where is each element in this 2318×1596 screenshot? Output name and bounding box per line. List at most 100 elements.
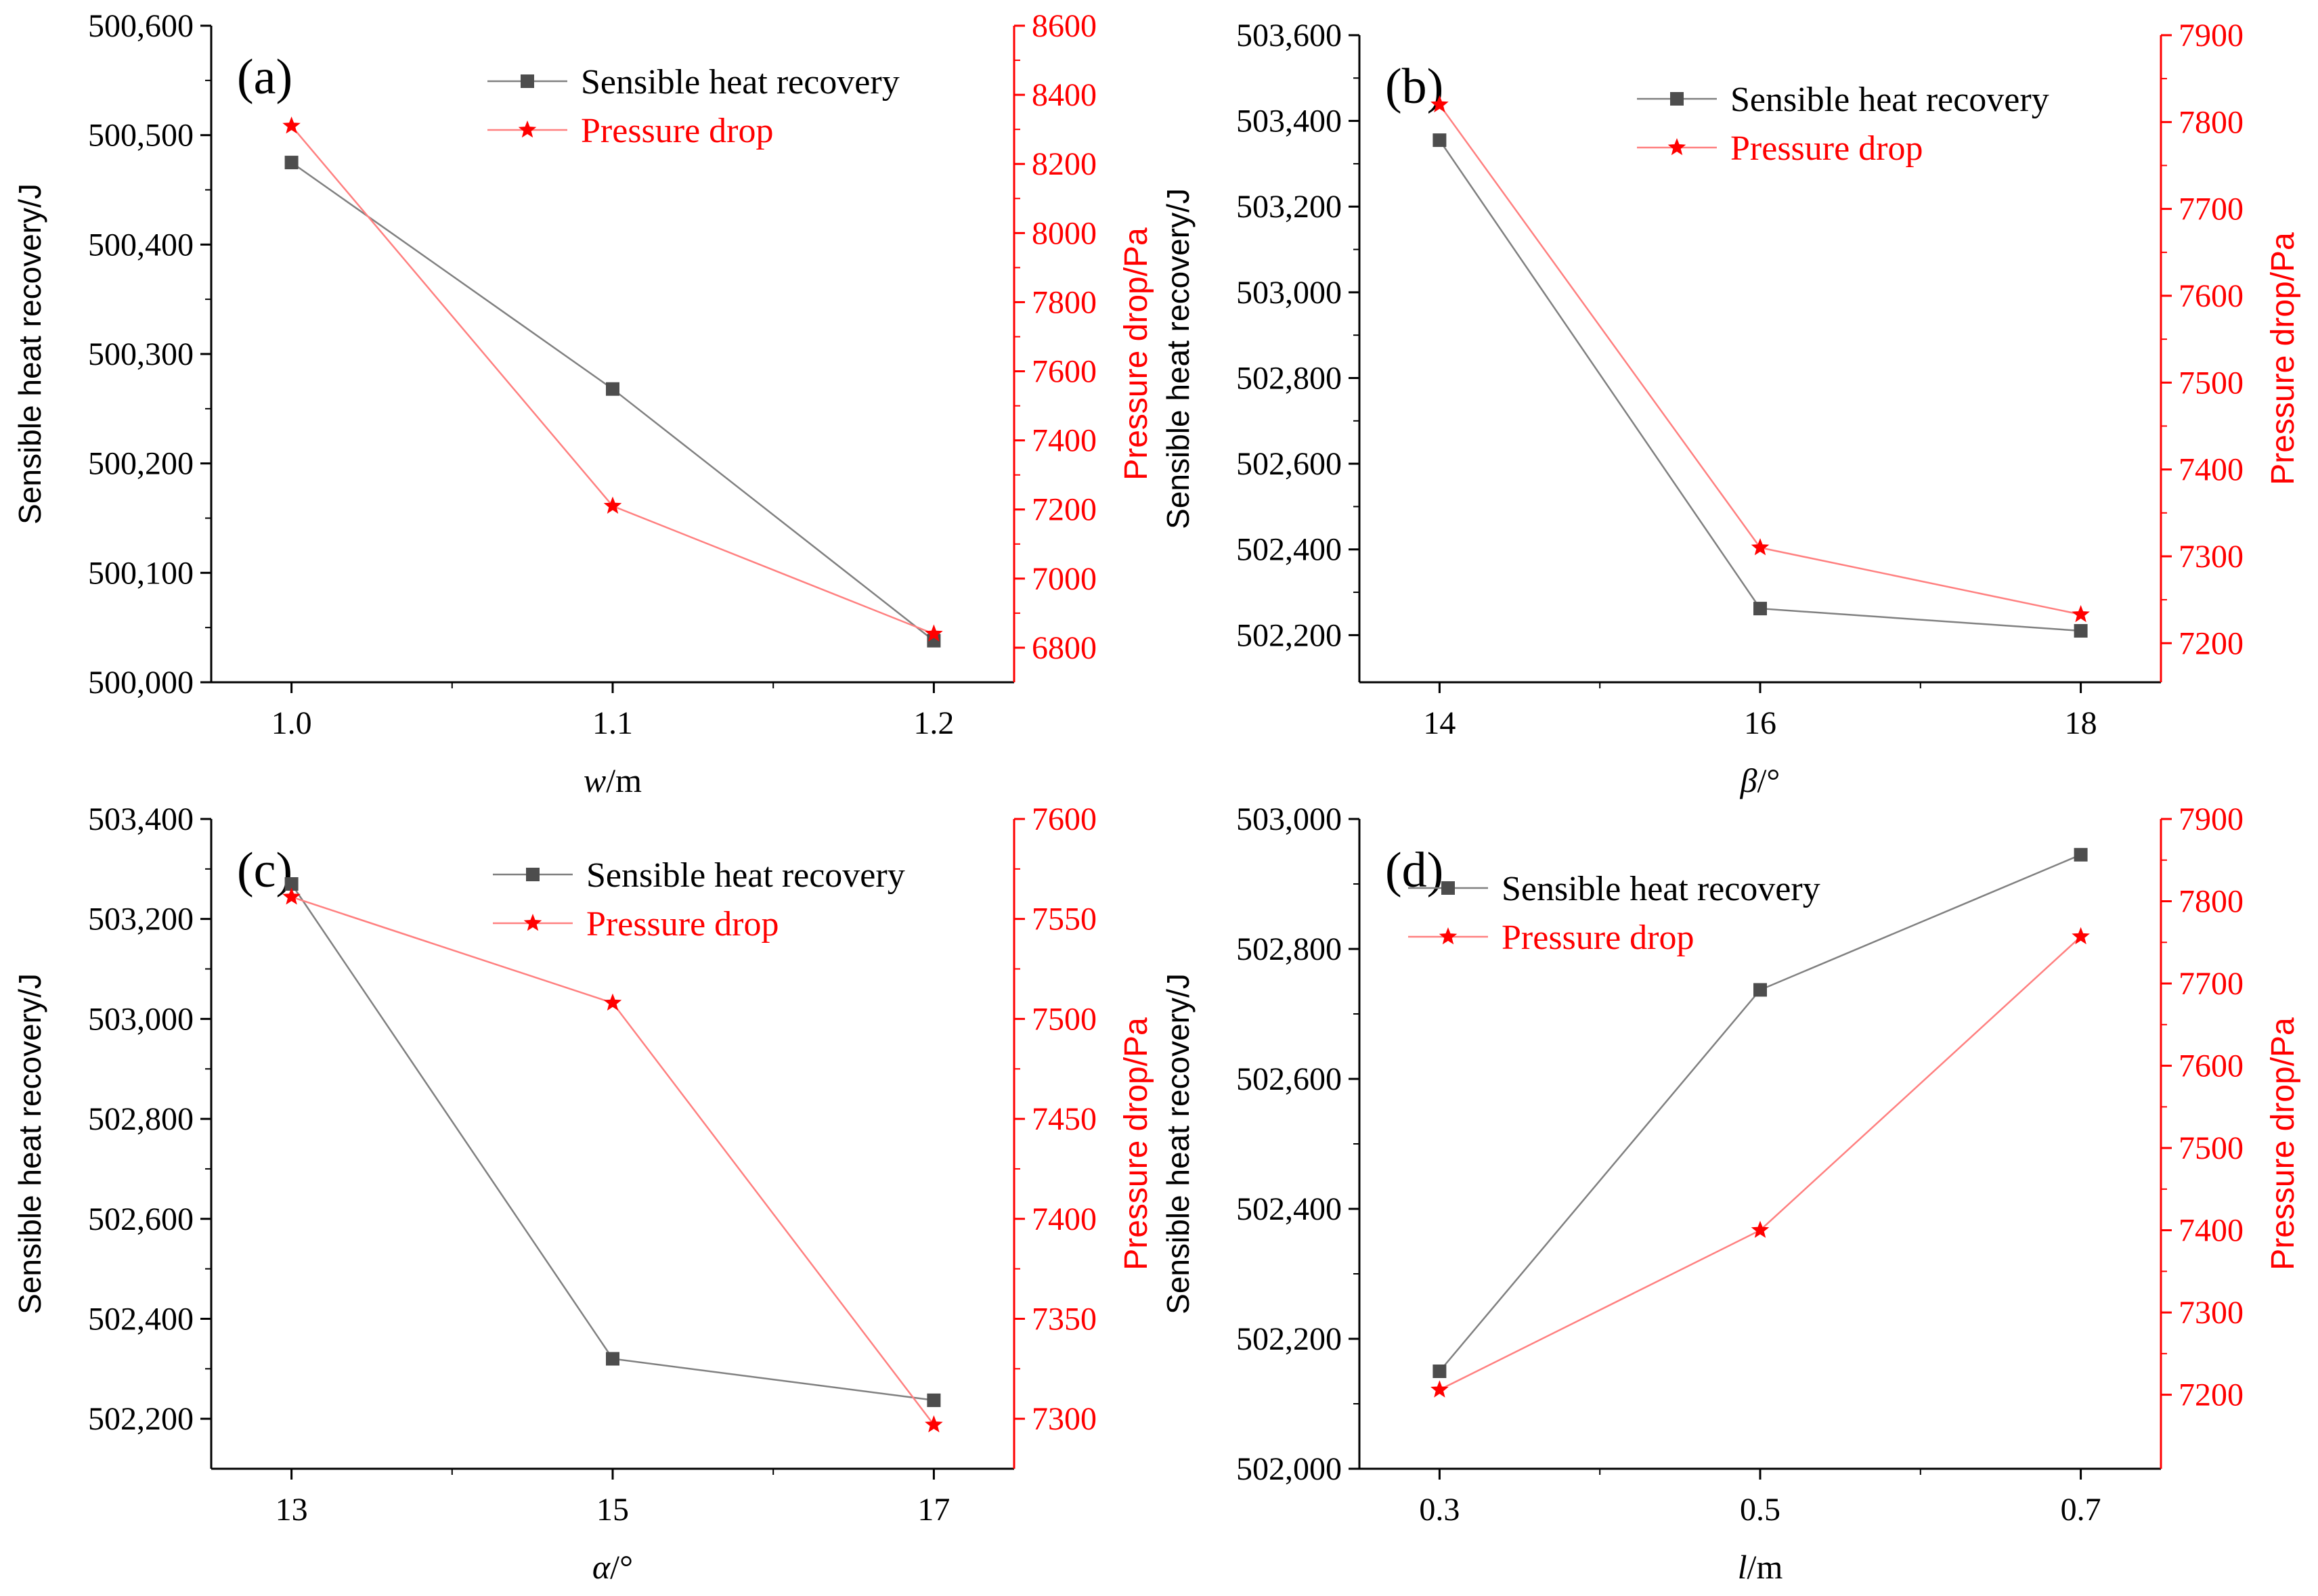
y-tick-label-left: 502,200 bbox=[88, 1401, 194, 1437]
x-axis-symbol: α bbox=[592, 1548, 611, 1586]
y-tick-label-right: 7800 bbox=[2179, 884, 2244, 920]
y-axis-title-left: Sensible heat recovery/J bbox=[12, 973, 47, 1314]
y-tick-label-right: 7600 bbox=[1032, 354, 1097, 390]
y-tick-label-left: 503,400 bbox=[88, 801, 194, 837]
x-tick-label: 1.0 bbox=[271, 705, 312, 741]
x-tick-label: 0.5 bbox=[1740, 1492, 1780, 1528]
y-axis-title-left: Sensible heat recovery/J bbox=[1160, 188, 1196, 529]
y-tick-label-right: 8600 bbox=[1032, 8, 1097, 44]
y-tick-label-left: 502,800 bbox=[1236, 360, 1342, 396]
data-point-heat-recovery bbox=[2074, 847, 2088, 862]
chart-panel-2: 502,200 502,400 502,600 502,800 503,000 503,2… bbox=[1160, 18, 2301, 799]
legend: Sensible heat recovery Pressure drop bbox=[487, 63, 900, 150]
y-axis-title-right: Pressure drop/Pa bbox=[1118, 1017, 1154, 1270]
x-axis-title: α/° bbox=[592, 1548, 633, 1586]
x-axis-symbol: β bbox=[1740, 761, 1757, 799]
y-tick-label-right: 7900 bbox=[2179, 801, 2244, 837]
series-line-heat-recovery bbox=[290, 162, 935, 642]
y-tick-label-right: 7400 bbox=[1032, 1201, 1097, 1237]
legend-label-heat-recovery: Sensible heat recovery bbox=[581, 63, 900, 102]
x-axis-unit: /° bbox=[610, 1548, 633, 1586]
y-tick-label-right: 7500 bbox=[2179, 365, 2244, 401]
y-tick-label-right: 7500 bbox=[1032, 1001, 1097, 1037]
y-tick-label-left: 502,600 bbox=[88, 1201, 194, 1237]
x-tick-label: 1.2 bbox=[913, 705, 954, 741]
x-tick-label: 0.7 bbox=[2061, 1492, 2101, 1528]
x-axis-unit: /m bbox=[1747, 1548, 1783, 1586]
x-axis-title: β/° bbox=[1740, 761, 1780, 799]
y-tick-label-left: 502,400 bbox=[1236, 532, 1342, 568]
x-axis-symbol: l bbox=[1738, 1548, 1747, 1586]
y-tick-label-right: 8400 bbox=[1032, 77, 1097, 113]
y-tick-label-left: 502,200 bbox=[1236, 1321, 1342, 1357]
legend-marker-heat-recovery bbox=[1670, 92, 1684, 106]
legend-label-pressure-drop: Pressure drop bbox=[1730, 129, 1923, 168]
y-tick-label-left: 503,000 bbox=[1236, 801, 1342, 837]
x-tick-label: 14 bbox=[1423, 705, 1456, 741]
y-tick-label-right: 7500 bbox=[2179, 1130, 2244, 1166]
series-line-pressure-drop bbox=[1439, 104, 2081, 616]
data-point-pressure-drop bbox=[603, 496, 622, 514]
y-tick-label-right: 7600 bbox=[1032, 801, 1097, 837]
x-axis-title: w/m bbox=[584, 761, 642, 799]
y-tick-label-right: 7600 bbox=[2179, 278, 2244, 314]
y-tick-label-right: 8000 bbox=[1032, 215, 1097, 251]
y-axis-title-right: Pressure drop/Pa bbox=[2265, 232, 2301, 485]
legend-label-pressure-drop: Pressure drop bbox=[581, 112, 774, 150]
series-line-heat-recovery bbox=[1439, 139, 2081, 632]
x-axis-unit: /m bbox=[606, 761, 642, 799]
y-tick-label-left: 503,400 bbox=[1236, 104, 1342, 139]
legend-label-pressure-drop: Pressure drop bbox=[1502, 918, 1694, 957]
y-tick-label-right: 7550 bbox=[1032, 902, 1097, 937]
y-tick-label-right: 7800 bbox=[2179, 104, 2244, 140]
x-tick-label: 16 bbox=[1744, 705, 1776, 741]
y-tick-label-right: 7300 bbox=[2179, 539, 2244, 575]
panel-label: (c) bbox=[237, 843, 292, 898]
data-point-pressure-drop bbox=[282, 116, 301, 134]
series-line-pressure-drop bbox=[290, 125, 934, 635]
y-tick-label-left: 500,200 bbox=[88, 446, 194, 482]
y-tick-label-right: 7400 bbox=[2179, 452, 2244, 488]
y-tick-label-left: 502,800 bbox=[88, 1101, 194, 1137]
y-tick-label-left: 503,200 bbox=[1236, 189, 1342, 225]
x-tick-label: 13 bbox=[276, 1492, 308, 1528]
y-tick-label-left: 502,200 bbox=[1236, 617, 1342, 653]
x-tick-label: 15 bbox=[596, 1492, 629, 1528]
y-tick-label-right: 7200 bbox=[2179, 625, 2244, 661]
y-tick-label-right: 7000 bbox=[1032, 561, 1097, 597]
data-point-pressure-drop bbox=[282, 887, 301, 905]
x-tick-label: 1.1 bbox=[592, 705, 633, 741]
y-tick-label-right: 7400 bbox=[2179, 1213, 2244, 1249]
y-tick-label-left: 503,600 bbox=[1236, 18, 1342, 53]
legend-marker-pressure-drop bbox=[1439, 927, 1458, 945]
data-point-heat-recovery bbox=[1753, 602, 1767, 616]
legend-marker-pressure-drop bbox=[1667, 138, 1686, 156]
data-point-heat-recovery bbox=[606, 1352, 619, 1366]
y-axis-title-left: Sensible heat recovery/J bbox=[12, 183, 47, 525]
series-line-heat-recovery bbox=[290, 883, 934, 1402]
y-tick-label-right: 7450 bbox=[1032, 1101, 1097, 1137]
series-line-pressure-drop bbox=[291, 896, 935, 1425]
x-tick-label: 0.3 bbox=[1419, 1492, 1460, 1528]
y-tick-label-left: 500,400 bbox=[88, 227, 194, 263]
data-point-heat-recovery bbox=[1433, 133, 1447, 148]
y-tick-label-right: 7300 bbox=[1032, 1401, 1097, 1437]
legend: Sensible heat recovery Pressure drop bbox=[1637, 81, 2049, 168]
y-tick-label-left: 502,000 bbox=[1236, 1451, 1342, 1487]
data-point-heat-recovery bbox=[284, 156, 299, 170]
x-tick-label: 18 bbox=[2065, 705, 2097, 741]
y-axis-title-right: Pressure drop/Pa bbox=[2265, 1017, 2301, 1270]
chart-panel-3: 502,200 502,400 502,600 502,800 503,000 503,2… bbox=[12, 801, 1154, 1586]
legend-marker-heat-recovery bbox=[521, 74, 534, 88]
chart-panel-1: 500,000 500,100 500,200 500,300 500,400 500,5… bbox=[12, 8, 1154, 799]
data-point-pressure-drop bbox=[1430, 95, 1449, 112]
data-point-pressure-drop bbox=[925, 624, 943, 642]
legend-marker-heat-recovery bbox=[526, 868, 540, 881]
data-point-heat-recovery bbox=[1753, 983, 1767, 997]
y-tick-label-right: 7400 bbox=[1032, 423, 1097, 459]
legend-label-pressure-drop: Pressure drop bbox=[586, 905, 779, 944]
legend: Sensible heat recovery Pressure drop bbox=[1408, 870, 1820, 957]
panel-label: (a) bbox=[237, 49, 292, 105]
chart-panel-4: 502,000 502,200 502,400 502,600 502,800 503,0… bbox=[1160, 801, 2301, 1586]
